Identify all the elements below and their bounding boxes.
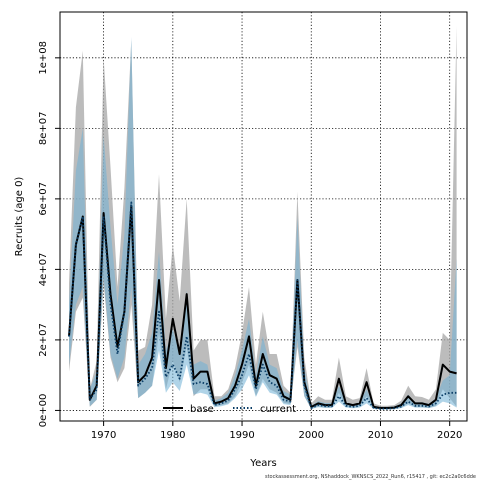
y-tick-label-3: 6e+07 [38,182,49,216]
plot-frame [59,11,468,422]
footnote: stockassessment.org, NShaddock_WKNSCS_20… [265,474,476,480]
legend: base current [163,404,296,415]
y-tick-label-0: 0e+00 [38,394,49,428]
x-tick-label-0: 1970 [91,430,116,441]
x-axis-title: Years [249,458,276,469]
y-tick-label-2: 4e+07 [38,253,49,287]
x-tick-label-4: 2010 [368,430,393,441]
axis-ticks: 1970 1980 1990 2000 2010 2020 0e+00 2e+07 4e+07 6… [38,41,462,441]
line-current [68,201,457,410]
x-tick-label-3: 2000 [299,430,324,441]
band-base [69,26,457,410]
y-tick-label-4: 8e+07 [38,112,49,146]
x-tick-label-1: 1980 [160,430,185,441]
x-tick-label-2: 1990 [229,430,254,441]
y-tick-label-5: 1e+08 [38,41,49,75]
y-axis-title: Recruits (age 0) [14,177,25,257]
confidence-bands [69,26,457,410]
legend-label-current: current [260,404,296,415]
series-lines [68,201,457,410]
legend-label-base: base [190,404,214,415]
x-tick-label-5: 2020 [437,430,462,441]
y-tick-label-1: 2e+07 [38,323,49,357]
line-base [68,204,457,409]
